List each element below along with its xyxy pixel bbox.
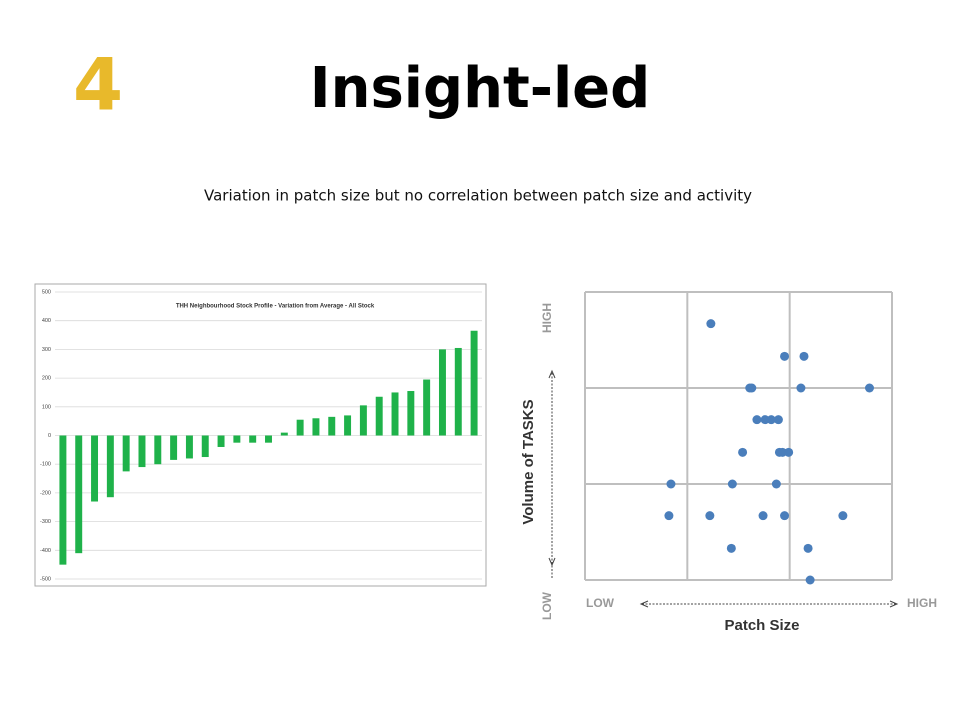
chart-frame [34,283,487,587]
chart-title: THH Neighbourhood Stock Profile - Variat… [176,304,375,310]
point [796,383,806,393]
point [803,543,813,553]
point [758,511,768,521]
bar [265,435,272,443]
x-arrowhead [639,600,649,608]
bar [470,330,478,436]
point [773,415,783,425]
y-low-label: LOW [540,591,554,620]
point [705,511,715,521]
point [726,543,736,553]
y-tick-label: -400 [40,548,51,554]
y-axis-label: Volume of TASKS [520,399,537,524]
y-tick-label: -500 [40,576,51,582]
bar [344,415,352,436]
y-high-label: HIGH [540,303,554,333]
slide-number: 4 [73,43,123,127]
bar [312,418,320,436]
point [784,447,794,457]
point [780,351,790,361]
point [666,479,676,489]
point [838,511,848,521]
x-arrowhead [889,600,899,608]
x-axis-label: Patch Size [724,617,799,634]
y-tick-label: 400 [42,318,51,324]
point [706,319,716,329]
point [752,415,762,425]
bar [233,435,241,443]
y-arrowhead [548,369,556,379]
bar [359,405,367,436]
bar [296,419,304,436]
point [664,511,674,521]
y-tick-label: -300 [40,519,51,525]
y-tick-label: -200 [40,490,51,496]
bar [154,435,162,465]
point [864,383,874,393]
point [727,479,737,489]
bar [185,435,193,459]
bar [328,416,336,436]
bar [423,379,431,436]
bar [75,435,83,554]
y-tick-label: 200 [42,376,51,382]
bar [391,392,399,436]
bar [59,435,67,565]
point [766,415,776,425]
bar [170,435,178,460]
bar [454,347,462,436]
bar [249,435,257,443]
point [805,575,815,585]
bar [407,391,415,436]
x-high-label: HIGH [907,596,937,610]
bar [91,435,99,502]
point [738,447,748,457]
scatter-chart: LOW HIGH HIGH LOW Patch Size Volume of T… [520,291,937,634]
bar [217,435,225,447]
x-low-label: LOW [586,596,615,610]
bar [201,435,209,458]
bar [438,349,446,436]
bar [122,435,130,472]
y-tick-label: 500 [42,289,51,295]
y-tick-label: 300 [42,347,51,353]
bar [138,435,146,468]
bar [375,396,383,436]
slide-title: Insight-led [310,56,650,121]
slide-subtitle: Variation in patch size but no correlati… [204,187,752,205]
bar [280,432,288,436]
bar [106,435,114,498]
y-tick-label: -100 [40,462,51,468]
y-tick-label: 0 [48,433,51,439]
point [799,351,809,361]
point [745,383,755,393]
point [780,511,790,521]
y-arrowhead [548,557,556,567]
y-tick-label: 100 [42,404,51,410]
point [771,479,781,489]
bar-chart: -500 -400 -300 -200 -100 0 100 200 300 400 500 [40,289,482,582]
